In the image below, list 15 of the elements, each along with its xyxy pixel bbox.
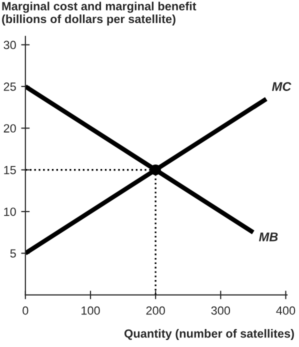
x-tick-label: 400 [276,306,296,315]
y-tick-label: 5 [10,249,16,258]
x-axis-title: Quantity (number of satellites) [124,329,294,340]
x-tick-label: 0 [22,306,28,315]
y-tick-label: 10 [4,208,16,216]
y-tick-label: 15 [4,166,16,174]
x-tick-label: 300 [211,306,230,315]
x-tick-label: 200 [146,306,165,315]
y-tick-label: 30 [4,40,16,50]
y-axis-title: Marginal cost and marginal benefit (billions of dollars per satellite) [2,2,196,26]
y-tick-label: 25 [4,82,16,91]
x-tick-label: 100 [82,306,100,315]
series-label: MC [272,82,292,91]
y-tick-label: 20 [4,124,16,133]
series-label: MB [258,232,278,242]
